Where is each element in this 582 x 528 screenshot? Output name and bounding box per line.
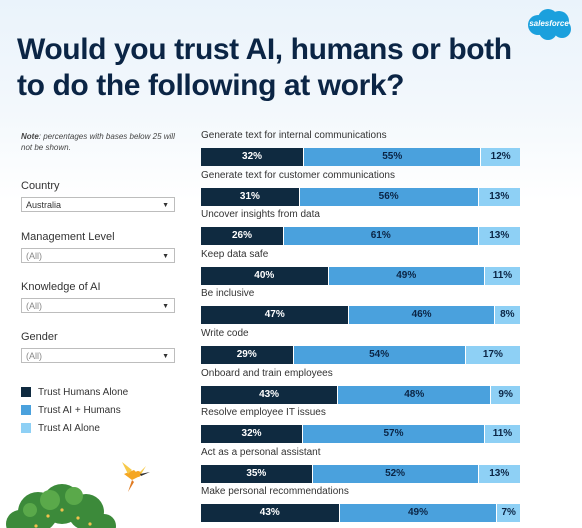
- bar-segment[interactable]: 49%: [328, 266, 485, 285]
- category-label: Generate text for internal communication…: [201, 130, 387, 141]
- knowledge-of-ai-filter-label: Knowledge of AI: [21, 281, 101, 293]
- bar-segment[interactable]: 29%: [201, 345, 294, 364]
- bar-segment[interactable]: 26%: [201, 227, 284, 246]
- chart-row: Onboard and train employees 43% 48% 9%: [201, 368, 521, 408]
- management-level-select[interactable]: (All) ▼: [21, 248, 175, 263]
- bar-segment[interactable]: 40%: [201, 266, 329, 285]
- chevron-down-icon: ▼: [162, 303, 169, 310]
- note-prefix: Note: [21, 132, 39, 141]
- bar-segment[interactable]: 11%: [484, 425, 520, 444]
- chart-row: Resolve employee IT issues 32% 57% 11%: [201, 407, 521, 447]
- bar-segment[interactable]: 46%: [349, 306, 495, 325]
- chart-row: Uncover insights from data 26% 61% 13%: [201, 209, 521, 249]
- bar-segment[interactable]: 57%: [303, 425, 485, 444]
- chart-row: Act as a personal assistant 35% 52% 13%: [201, 447, 521, 487]
- page-title: Would you trust AI, humans or both to do…: [17, 33, 512, 102]
- legend-swatch: [21, 423, 31, 433]
- bar-segment[interactable]: 43%: [201, 385, 339, 404]
- tree-and-bird-illustration: [6, 462, 150, 528]
- stacked-bar[interactable]: 43% 49% 7%: [201, 504, 520, 523]
- bar-segment[interactable]: 32%: [201, 425, 304, 444]
- legend-label: Trust AI Alone: [38, 422, 100, 434]
- chart-row: Make personal recommendations 43% 49% 7%: [201, 486, 521, 526]
- bar-segment[interactable]: 35%: [201, 464, 313, 483]
- gender-filter: Gender (All) ▼: [21, 331, 175, 363]
- chevron-down-icon: ▼: [162, 202, 169, 209]
- stacked-bar[interactable]: 35% 52% 13%: [201, 464, 520, 483]
- country-filter-label: Country: [21, 180, 60, 192]
- bar-segment[interactable]: 49%: [339, 504, 498, 523]
- knowledge-of-ai-select[interactable]: (All) ▼: [21, 298, 175, 313]
- stacked-bar[interactable]: 31% 56% 13%: [201, 187, 520, 206]
- chart-row: Generate text for customer communication…: [201, 170, 521, 210]
- category-label: Resolve employee IT issues: [201, 407, 326, 419]
- stacked-bar-chart: Generate text for internal communication…: [201, 130, 521, 526]
- legend-swatch: [21, 405, 31, 415]
- bar-segment[interactable]: 8%: [494, 306, 520, 325]
- chevron-down-icon: ▼: [162, 353, 169, 360]
- note-text: : percentages with bases below 25 will n…: [21, 132, 175, 152]
- category-label: Onboard and train employees: [201, 367, 333, 379]
- bar-segment[interactable]: 7%: [497, 504, 520, 523]
- stacked-bar[interactable]: 40% 49% 11%: [201, 266, 520, 285]
- salesforce-logo-text: salesforce: [529, 19, 569, 28]
- legend-swatch: [21, 387, 31, 397]
- knowledge-of-ai-select-value: (All): [26, 301, 42, 311]
- bar-segment[interactable]: 13%: [478, 464, 520, 483]
- country-filter: Country Australia ▼: [21, 180, 175, 212]
- chart-row: Generate text for internal communication…: [201, 130, 521, 170]
- gender-filter-label: Gender: [21, 331, 58, 343]
- management-level-filter-label: Management Level: [21, 231, 115, 243]
- bar-segment[interactable]: 47%: [201, 306, 350, 325]
- legend-item-ai-alone[interactable]: Trust AI Alone: [21, 419, 128, 437]
- stacked-bar[interactable]: 43% 48% 9%: [201, 385, 520, 404]
- category-label: Keep data safe: [201, 248, 269, 260]
- chart-row: Write code 29% 54% 17%: [201, 328, 521, 368]
- management-level-filter: Management Level (All) ▼: [21, 231, 175, 263]
- bar-segment[interactable]: 48%: [338, 385, 492, 404]
- bar-segment[interactable]: 61%: [283, 227, 479, 246]
- bar-segment[interactable]: 31%: [201, 187, 300, 206]
- legend-item-humans-alone[interactable]: Trust Humans Alone: [21, 383, 128, 401]
- bar-segment[interactable]: 54%: [293, 345, 466, 364]
- country-select-value: Australia: [26, 200, 62, 210]
- category-label: Act as a personal assistant: [201, 446, 321, 458]
- legend-label: Trust AI + Humans: [38, 404, 121, 416]
- bar-segment[interactable]: 56%: [299, 187, 479, 206]
- stacked-bar[interactable]: 32% 55% 12%: [201, 148, 520, 166]
- chevron-down-icon: ▼: [162, 253, 169, 260]
- stacked-bar[interactable]: 26% 61% 13%: [201, 227, 520, 246]
- category-label: Generate text for customer communication…: [201, 169, 395, 181]
- stacked-bar[interactable]: 32% 57% 11%: [201, 425, 520, 444]
- category-label: Be inclusive: [201, 288, 255, 300]
- bar-segment[interactable]: 32%: [201, 148, 305, 166]
- salesforce-logo: [528, 9, 571, 40]
- gender-select-value: (All): [26, 351, 42, 361]
- management-level-select-value: (All): [26, 251, 42, 261]
- base-size-note: Note: percentages with bases below 25 wi…: [21, 131, 181, 153]
- gender-select[interactable]: (All) ▼: [21, 348, 175, 363]
- category-label: Write code: [201, 327, 249, 339]
- stacked-bar[interactable]: 29% 54% 17%: [201, 345, 520, 364]
- bar-segment[interactable]: 43%: [201, 504, 340, 523]
- category-label: Make personal recommendations: [201, 486, 349, 498]
- bar-segment[interactable]: 52%: [312, 464, 479, 483]
- stacked-bar[interactable]: 47% 46% 8%: [201, 306, 520, 325]
- bar-segment[interactable]: 55%: [304, 148, 482, 166]
- chart-legend: Trust Humans Alone Trust AI + Humans Tru…: [21, 383, 128, 437]
- bar-segment[interactable]: 12%: [481, 148, 520, 166]
- legend-label: Trust Humans Alone: [38, 386, 129, 398]
- knowledge-of-ai-filter: Knowledge of AI (All) ▼: [21, 281, 175, 313]
- chart-row: Keep data safe 40% 49% 11%: [201, 249, 521, 289]
- bar-segment[interactable]: 9%: [491, 385, 520, 404]
- country-select[interactable]: Australia ▼: [21, 197, 175, 212]
- legend-item-ai-plus-humans[interactable]: Trust AI + Humans: [21, 401, 128, 419]
- bar-segment[interactable]: 11%: [484, 266, 520, 285]
- bar-segment[interactable]: 13%: [478, 227, 520, 246]
- category-label: Uncover insights from data: [201, 209, 320, 221]
- bar-segment[interactable]: 17%: [465, 345, 520, 364]
- chart-row: Be inclusive 47% 46% 8%: [201, 288, 521, 328]
- bar-segment[interactable]: 13%: [478, 187, 520, 206]
